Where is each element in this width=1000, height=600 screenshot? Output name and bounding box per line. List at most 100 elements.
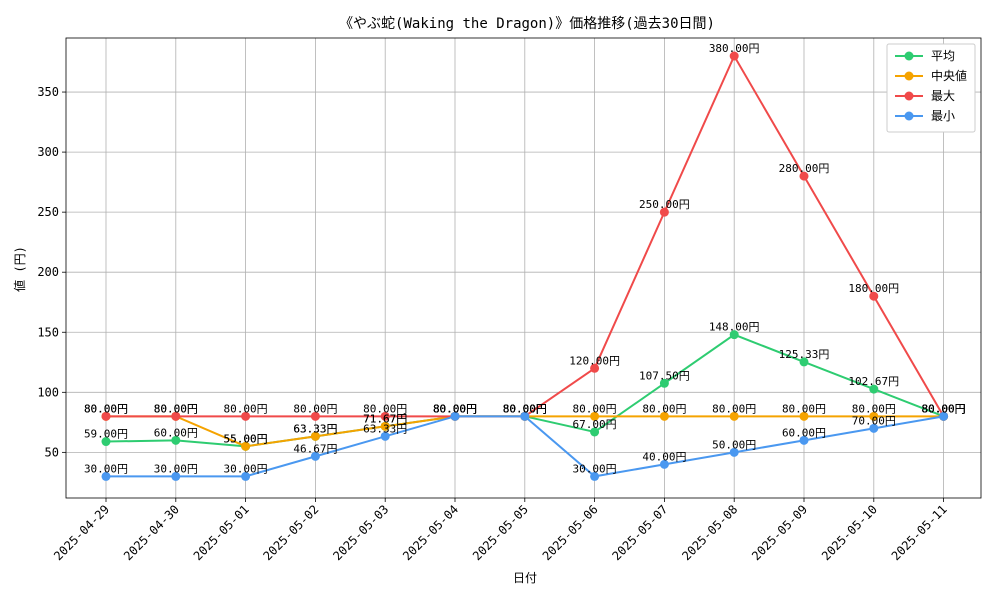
- x-axis-label: 日付: [513, 571, 537, 585]
- data-label: 148.00円: [709, 321, 760, 334]
- series-layer: [101, 51, 949, 481]
- data-point: [659, 378, 669, 388]
- axes: 50 100 150 200 250 300 350 2025-04-29 2025-04-30…: [37, 37, 982, 563]
- data-label: 80.00円: [433, 402, 477, 415]
- data-label: 107.50円: [639, 369, 690, 382]
- data-label: 80.00円: [154, 402, 198, 415]
- x-tick-label: 2025-05-05: [470, 502, 531, 563]
- data-point: [101, 437, 111, 447]
- data-label: 80.00円: [922, 402, 966, 415]
- data-label: 80.00円: [503, 402, 547, 415]
- data-point: [659, 411, 669, 421]
- data-point: [520, 411, 530, 421]
- data-point: [729, 447, 739, 457]
- data-point: [590, 363, 600, 373]
- data-label: 30.00円: [224, 462, 268, 475]
- x-tick-label: 2025-05-03: [330, 502, 391, 563]
- legend-marker: [904, 71, 914, 81]
- data-label: 55.00円: [224, 432, 268, 445]
- data-label: 80.00円: [363, 402, 407, 415]
- legend-marker: [904, 91, 914, 101]
- data-label: 63.33円: [293, 422, 337, 435]
- data-label: 80.00円: [503, 402, 547, 415]
- data-point: [380, 431, 390, 441]
- data-label: 80.00円: [154, 402, 198, 415]
- data-label: 67.00円: [573, 418, 617, 431]
- y-tick-label: 200: [37, 265, 59, 279]
- data-point: [799, 435, 809, 445]
- series-3: [101, 411, 949, 481]
- data-point: [380, 411, 390, 421]
- data-label: 60.00円: [154, 426, 198, 439]
- data-point: [380, 421, 390, 431]
- data-label: 80.00円: [503, 402, 547, 415]
- data-label: 60.00円: [782, 426, 826, 439]
- y-axis-label: 値 (円): [12, 246, 27, 292]
- legend-label: 最小: [931, 109, 955, 123]
- data-label: 80.00円: [922, 402, 966, 415]
- legend-label: 平均: [931, 49, 955, 63]
- data-point: [171, 411, 181, 421]
- data-label: 280.00円: [779, 162, 830, 175]
- x-tick-label: 2025-05-06: [540, 502, 601, 563]
- data-label: 80.00円: [224, 402, 268, 415]
- data-label: 80.00円: [433, 402, 477, 415]
- data-point: [101, 411, 111, 421]
- x-tick-label: 2025-05-07: [610, 502, 671, 563]
- chart-title: 《やぶ蛇(Waking the Dragon)》価格推移(過去30日間): [339, 16, 715, 32]
- data-point: [799, 411, 809, 421]
- data-label: 70.00円: [852, 414, 896, 427]
- data-label: 380.00円: [709, 42, 760, 55]
- data-point: [869, 384, 879, 394]
- data-label: 250.00円: [639, 198, 690, 211]
- legend-label: 中央値: [931, 68, 967, 83]
- data-label: 80.00円: [433, 402, 477, 415]
- data-label: 30.00円: [573, 462, 617, 475]
- legend-marker: [904, 111, 914, 121]
- data-point: [241, 441, 251, 451]
- data-label: 59.00円: [84, 428, 128, 441]
- data-point: [310, 451, 320, 461]
- data-point: [310, 431, 320, 441]
- data-label: 63.33円: [293, 422, 337, 435]
- y-tick-label: 100: [37, 385, 59, 399]
- data-label: 80.00円: [782, 402, 826, 415]
- y-tick-label: 50: [45, 445, 59, 459]
- data-point: [729, 330, 739, 340]
- data-label: 80.00円: [84, 402, 128, 415]
- legend-label: 最大: [931, 89, 955, 103]
- data-point: [101, 471, 111, 481]
- data-point: [590, 471, 600, 481]
- grid: [66, 38, 981, 498]
- data-point: [799, 357, 809, 367]
- data-label: 71.67円: [363, 412, 407, 425]
- data-label: 40.00円: [642, 450, 686, 463]
- data-point: [799, 171, 809, 181]
- data-point: [171, 435, 181, 445]
- data-label: 120.00円: [569, 354, 620, 367]
- data-label: 80.00円: [922, 402, 966, 415]
- data-label: 55.00円: [224, 432, 268, 445]
- data-label: 80.00円: [573, 402, 617, 415]
- data-label: 80.00円: [84, 402, 128, 415]
- data-point: [869, 411, 879, 421]
- data-label: 80.00円: [712, 402, 756, 415]
- data-label: 71.67円: [363, 412, 407, 425]
- x-tick-label: 2025-05-10: [819, 502, 880, 563]
- data-label: 80.00円: [642, 402, 686, 415]
- x-tick-label: 2025-05-11: [889, 502, 950, 563]
- x-tick-label: 2025-05-01: [191, 502, 252, 563]
- data-label: 80.00円: [852, 402, 896, 415]
- data-point: [171, 471, 181, 481]
- data-point: [869, 423, 879, 433]
- data-label: 46.67円: [293, 442, 337, 455]
- data-label: 50.00円: [712, 438, 756, 451]
- legend-box: [886, 43, 976, 133]
- legend-marker: [904, 51, 914, 61]
- data-label: 180.00円: [848, 282, 899, 295]
- data-label: 30.00円: [84, 462, 128, 475]
- data-point: [869, 291, 879, 301]
- data-label: 80.00円: [503, 402, 547, 415]
